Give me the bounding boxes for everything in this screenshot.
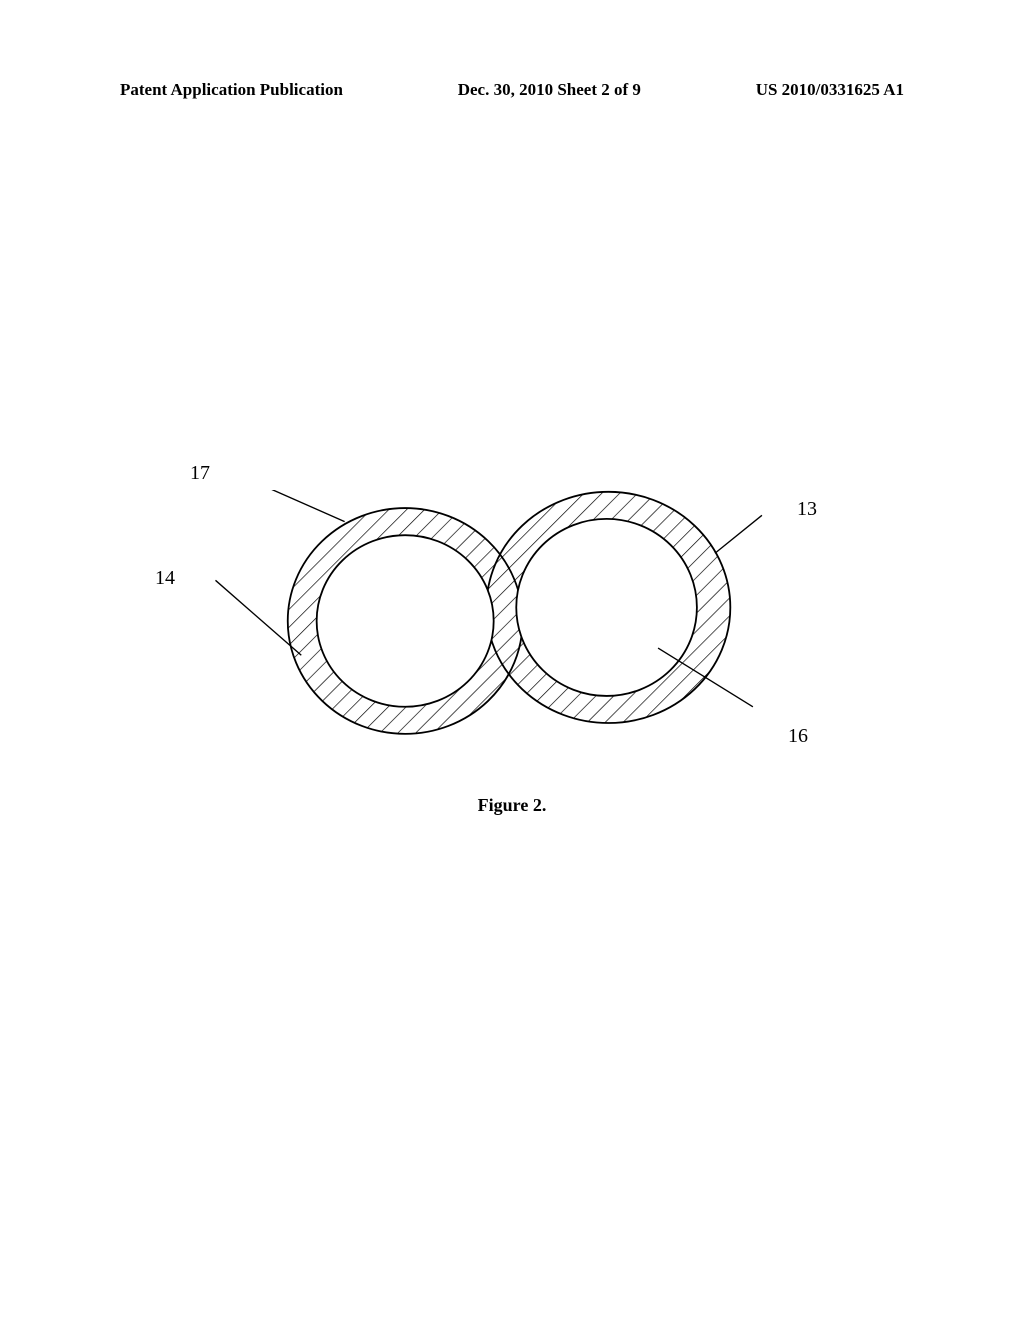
- header-publication: Patent Application Publication: [120, 80, 343, 100]
- figure-2-drawing: [200, 490, 800, 770]
- ref-label-16: 16: [788, 725, 808, 748]
- ref-label-17: 17: [190, 462, 210, 485]
- figure-2-container: 17 14 13 16: [200, 490, 800, 770]
- ref-label-13: 13: [797, 498, 817, 521]
- figure-caption: Figure 2.: [0, 795, 1024, 816]
- header-date-sheet: Dec. 30, 2010 Sheet 2 of 9: [458, 80, 641, 100]
- header-patent-number: US 2010/0331625 A1: [756, 80, 904, 100]
- ref-label-14: 14: [155, 567, 175, 590]
- page-header: Patent Application Publication Dec. 30, …: [120, 80, 904, 100]
